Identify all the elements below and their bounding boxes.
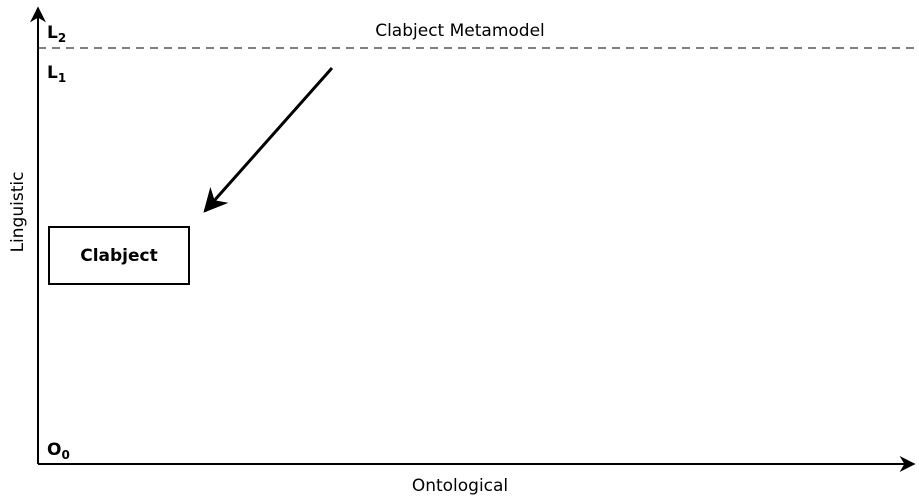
- vertical-axis-label: Linguistic: [8, 172, 28, 253]
- level-label: O0: [47, 440, 70, 462]
- clabject-label: Clabject: [80, 246, 158, 266]
- instantiation-arrow: [203, 67, 334, 213]
- clabject-box: [48, 226, 190, 285]
- level-label: L2: [47, 23, 66, 45]
- horizontal-axis-label: Ontological: [412, 476, 508, 496]
- metamodel-label: Clabject Metamodel: [375, 21, 545, 41]
- level-label: L1: [47, 63, 66, 85]
